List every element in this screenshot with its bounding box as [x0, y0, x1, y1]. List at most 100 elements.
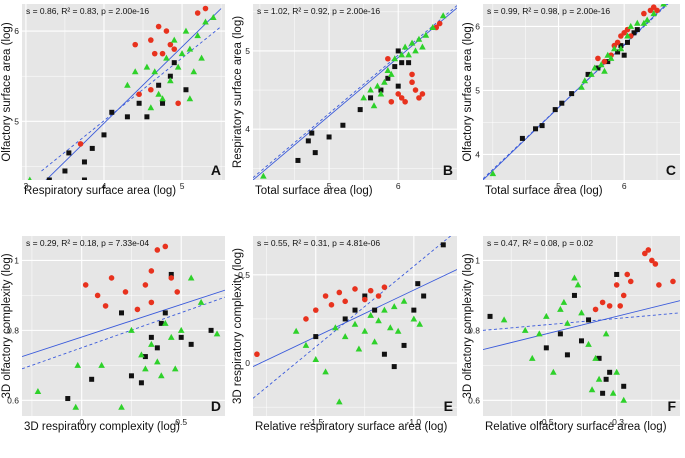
point-square: [440, 242, 446, 248]
point-triangle: [131, 68, 139, 75]
point-square: [381, 351, 387, 357]
point-triangle: [377, 90, 385, 97]
plot-background: [22, 4, 225, 180]
point-circle: [102, 303, 109, 309]
x-tick-label: 6: [396, 181, 401, 191]
point-triangle: [302, 341, 310, 348]
point-circle: [436, 20, 443, 27]
point-triangle: [617, 45, 625, 52]
point-triangle: [650, 10, 658, 17]
point-square: [621, 383, 627, 389]
x-axis-label: Relative olfactory surface area (log): [485, 421, 667, 433]
point-square: [487, 313, 493, 319]
point-triangle: [322, 368, 329, 375]
point-square: [154, 345, 160, 351]
point-triangle: [416, 320, 424, 327]
point-triangle: [186, 95, 194, 102]
point-circle: [134, 306, 141, 313]
x-axis-label: Total surface area (log): [485, 185, 603, 197]
point-triangle: [336, 398, 343, 405]
point-square: [101, 132, 107, 138]
panel-A: 3 4 5 5 6 s = 0.86, R² = 0.83, p = 2.00e-16 A R…: [1, 4, 225, 197]
point-circle: [656, 282, 662, 288]
point-square: [585, 71, 591, 77]
point-triangle: [374, 82, 381, 89]
panel-C: 5 6 4 5 6 s = 0.99, R² = 0.98, p = 2.00e-16 C T…: [462, 4, 680, 197]
point-triangle: [640, 19, 648, 26]
point-square: [399, 60, 405, 66]
point-triangle: [177, 326, 185, 333]
point-triangle: [624, 32, 631, 39]
point-square: [188, 341, 194, 347]
point-triangle: [591, 64, 598, 71]
point-circle: [194, 10, 201, 16]
point-triangle: [429, 23, 437, 30]
point-square: [81, 177, 87, 180]
point-triangle: [405, 51, 412, 58]
point-circle: [592, 306, 599, 313]
x-tick-label: 5: [556, 181, 561, 191]
regression-line: [483, 300, 680, 351]
point-triangle: [560, 298, 568, 305]
point-triangle: [394, 327, 402, 334]
point-square: [607, 369, 613, 375]
point-triangle: [197, 298, 205, 305]
point-square: [378, 87, 384, 93]
point-triangle: [401, 43, 409, 50]
point-triangle: [489, 170, 497, 177]
stats-annotation: s = 0.47, R² = 0.08, p = 0.02: [487, 238, 593, 248]
y-tick-label: 5: [14, 116, 19, 126]
point-square: [415, 281, 421, 287]
y-tick-label: 5: [475, 85, 480, 95]
point-triangle: [171, 365, 179, 372]
point-circle: [614, 39, 621, 46]
point-triangle: [592, 354, 599, 361]
point-triangle: [422, 31, 430, 38]
point-triangle: [34, 388, 42, 395]
y-tick-label: 5: [245, 46, 250, 56]
x-tick-label: 4: [102, 181, 107, 191]
x-tick-label: 6: [622, 181, 627, 191]
point-circle: [620, 292, 627, 299]
point-circle: [606, 303, 613, 309]
point-square: [81, 159, 87, 165]
y-tick-label: 0.6: [7, 395, 19, 405]
point-square: [89, 376, 95, 382]
point-square: [208, 327, 214, 333]
point-triangle: [660, 4, 667, 7]
point-triangle: [543, 312, 550, 319]
point-square: [46, 177, 52, 180]
point-square: [614, 271, 620, 277]
regression-line: [45, 8, 222, 180]
point-circle: [352, 286, 358, 292]
y-tick-label: 4: [475, 149, 480, 159]
point-triangle: [332, 324, 339, 331]
y-tick-label: 1: [14, 255, 19, 265]
point-circle: [642, 250, 648, 257]
point-triangle: [161, 319, 169, 326]
point-circle: [367, 287, 374, 294]
point-triangle: [602, 330, 610, 337]
point-triangle: [182, 27, 190, 34]
point-circle: [303, 316, 309, 322]
point-triangle: [634, 19, 641, 26]
point-circle: [362, 296, 368, 303]
reference-dashed-line: [483, 4, 669, 180]
panel-letter: D: [211, 398, 221, 414]
y-tick-label: 4: [245, 124, 250, 134]
point-triangle: [381, 306, 388, 313]
point-triangle: [415, 35, 423, 42]
point-square: [368, 95, 374, 101]
point-square: [631, 30, 637, 36]
point-square: [313, 334, 319, 340]
point-triangle: [312, 356, 320, 363]
point-circle: [627, 278, 634, 285]
point-square: [109, 109, 115, 115]
point-triangle: [355, 345, 363, 352]
point-square: [136, 100, 142, 106]
point-triangle: [412, 47, 419, 54]
point-triangle: [151, 68, 159, 75]
point-triangle: [186, 45, 194, 52]
point-circle: [419, 91, 426, 97]
stats-annotation: s = 0.99, R² = 0.98, p = 2.00e-16: [487, 6, 610, 16]
